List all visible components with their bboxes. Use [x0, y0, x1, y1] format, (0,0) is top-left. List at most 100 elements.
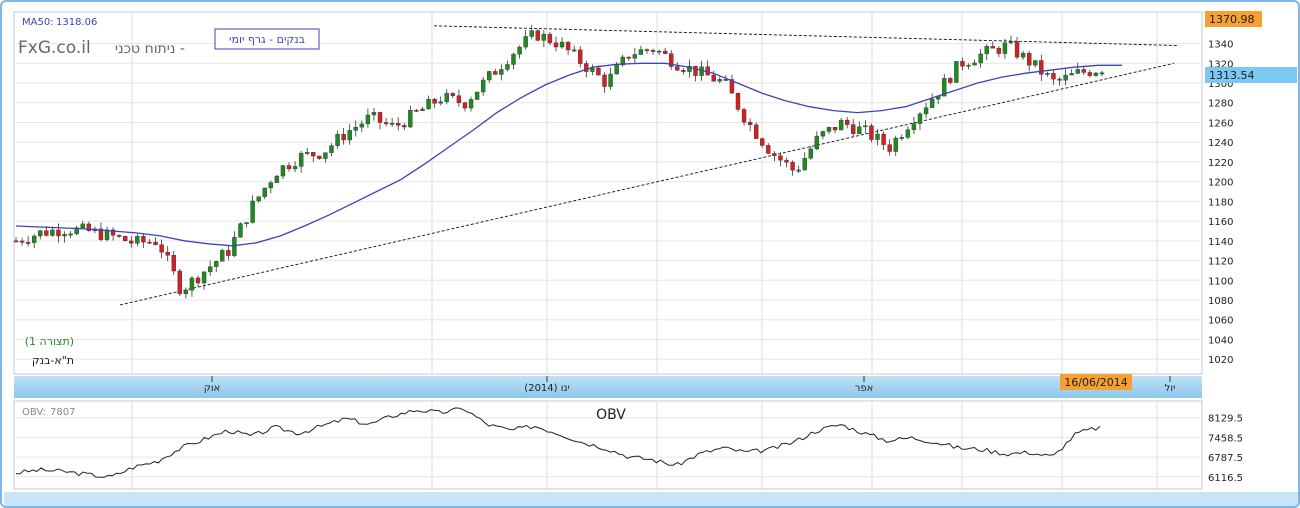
- candle-body: [966, 64, 971, 67]
- candles: [13, 25, 1105, 299]
- obv-grid: [14, 401, 1202, 489]
- candle-body: [371, 112, 377, 116]
- candle-body: [311, 152, 316, 157]
- price-tick-label: 1340: [1208, 40, 1233, 51]
- candle-body: [1002, 42, 1008, 54]
- time-axis-labels: אוק ינו (2014) אפר יול: [204, 376, 1176, 394]
- candle-body: [917, 113, 923, 124]
- candle-body: [1020, 52, 1026, 58]
- price-tick-label: 1180: [1208, 197, 1233, 208]
- price-tick-label: 1160: [1208, 217, 1233, 228]
- candle-body: [753, 124, 759, 139]
- date-marker-box: [1060, 374, 1132, 390]
- candle-body: [341, 134, 346, 141]
- obv-panel: [13, 400, 1203, 490]
- candle-body: [954, 61, 959, 83]
- candle-body: [123, 236, 128, 242]
- price-grid: [14, 43, 1202, 360]
- candle-body: [74, 227, 79, 235]
- resistance-trendline: [433, 25, 1179, 46]
- candle-body: [711, 74, 716, 82]
- candle-body: [147, 241, 152, 244]
- candle-body: [62, 234, 67, 237]
- candle-body: [377, 112, 383, 123]
- candle-body: [226, 250, 231, 256]
- candle-body: [262, 187, 267, 197]
- candle-body: [529, 30, 534, 37]
- candle-body: [177, 270, 183, 294]
- candle-body: [44, 230, 49, 236]
- candle-body: [1093, 72, 1099, 76]
- candle-body: [232, 237, 237, 256]
- candle-body: [717, 79, 722, 82]
- month-label: יול: [1165, 383, 1176, 394]
- obv-value: 7807: [50, 407, 75, 418]
- candle-body: [292, 166, 298, 170]
- candle-body: [38, 230, 43, 237]
- candle-body: [851, 124, 856, 134]
- high-marker-box: [1205, 11, 1262, 27]
- candle-body: [735, 93, 741, 110]
- candle-body: [584, 63, 589, 72]
- candle-body: [814, 135, 820, 150]
- candle-body: [656, 50, 662, 53]
- price-y-axis: 1020 1040 1060 1080 1100 1120 1140 1160 1180 1200…: [1208, 40, 1233, 367]
- candle-body: [802, 158, 807, 171]
- chart-label-box: [214, 28, 320, 50]
- price-tick-label: 1280: [1208, 99, 1233, 110]
- candle-body: [1069, 73, 1074, 76]
- price-tick-label: 1260: [1208, 118, 1233, 129]
- candle-body: [220, 250, 225, 262]
- candle-body: [553, 42, 559, 48]
- candle-body: [1087, 72, 1093, 76]
- candle-body: [590, 67, 595, 72]
- trendlines: [119, 25, 1179, 306]
- obv-tick-label: 6116.5: [1208, 473, 1243, 484]
- candle-body: [396, 123, 401, 126]
- candle-body: [25, 242, 31, 244]
- obv-title: OBV: [596, 407, 626, 423]
- price-tick-label: 1140: [1208, 237, 1233, 248]
- candle-body: [468, 99, 474, 109]
- candle-body: [274, 175, 280, 183]
- candle-body: [820, 131, 826, 137]
- symbol-label: ת"א-בנק: [32, 354, 74, 367]
- candle-body: [323, 152, 328, 159]
- candle-body: [305, 152, 310, 154]
- price-tick-label: 1120: [1208, 257, 1233, 268]
- candle-body: [869, 125, 874, 140]
- candle-body: [826, 127, 832, 132]
- bottom-strip: [4, 492, 1298, 506]
- candle-body: [523, 36, 528, 48]
- month-label: אוק: [204, 383, 221, 394]
- candle-body: [201, 271, 207, 284]
- candle-body: [256, 196, 261, 202]
- candle-body: [547, 33, 553, 44]
- candle-body: [923, 107, 929, 115]
- last-price-marker: 1313.54: [1209, 69, 1255, 82]
- time-axis-bar: [14, 376, 1202, 398]
- candle-body: [426, 99, 431, 110]
- candle-body: [408, 110, 413, 128]
- candle-body: [444, 93, 449, 102]
- display-label: (תצורה 1): [25, 335, 74, 348]
- candle-body: [626, 56, 631, 59]
- candle-body: [796, 169, 801, 172]
- candle-body: [1075, 69, 1080, 74]
- candle-body: [511, 53, 516, 65]
- candle-body: [990, 46, 995, 49]
- candle-body: [911, 123, 917, 131]
- candle-body: [675, 66, 680, 71]
- candle-body: [1045, 73, 1050, 75]
- candle-body: [462, 102, 468, 109]
- price-tick-label: 1300: [1208, 79, 1233, 90]
- candle-body: [942, 78, 947, 97]
- candle-body: [214, 261, 219, 267]
- candle-body: [978, 53, 983, 64]
- candle-body: [56, 229, 61, 237]
- obv-tick-label: 8129.5: [1208, 414, 1243, 425]
- candle-body: [808, 148, 813, 159]
- candle-body: [244, 222, 249, 224]
